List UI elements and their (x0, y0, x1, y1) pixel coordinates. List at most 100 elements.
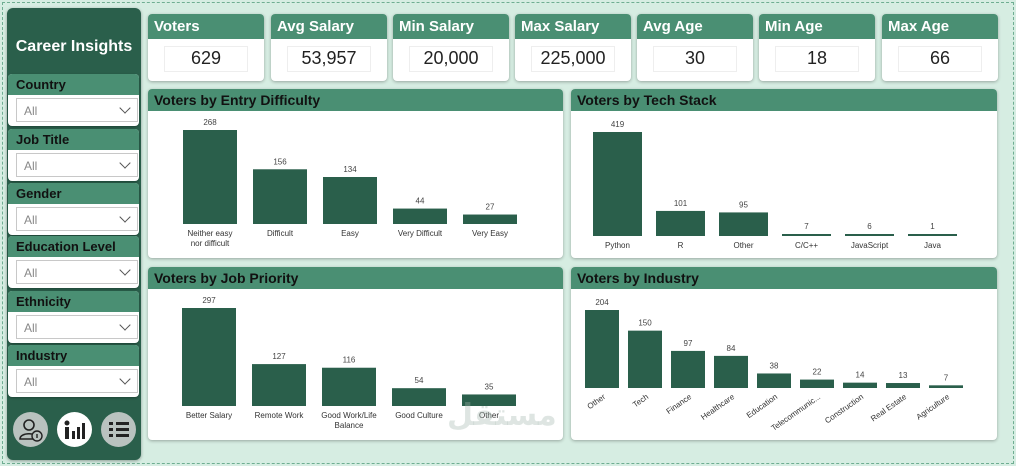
data-label: 54 (415, 376, 424, 385)
user-info-icon (18, 418, 43, 442)
kpi-min-salary: Min Salary 20,000 (393, 14, 509, 81)
bar[interactable] (656, 210, 705, 236)
slicer-gender: Gender All (8, 183, 139, 235)
data-label: 84 (727, 344, 736, 353)
dropdown-value: All (24, 159, 38, 173)
bar[interactable] (463, 214, 517, 224)
job-title-dropdown[interactable]: All (16, 153, 138, 177)
slicer-label: Country (8, 74, 139, 95)
slicer-label: Education Level (8, 236, 139, 257)
data-label: 204 (595, 298, 609, 307)
dropdown-value: All (24, 104, 38, 118)
entry-difficulty-bar-chart: 268 Neither easy nor difficult 156 Difficult… (183, 118, 517, 248)
bar[interactable] (929, 385, 963, 388)
bar[interactable] (393, 208, 447, 224)
category-label: Very Difficult (398, 229, 443, 238)
watermark: مستقل (447, 399, 557, 432)
kpi-value: 629 (190, 48, 222, 68)
chart-tech-stack: Voters by Tech Stack 419 Python 101 R 95 Othe… (571, 89, 997, 258)
kpi-min-age: Min Age 18 (759, 14, 875, 81)
kpi-label: Min Age (759, 14, 875, 39)
kpi-label: Avg Age (637, 14, 753, 39)
chevron-down-icon (119, 373, 131, 385)
chart-title: Voters by Job Priority (148, 267, 563, 289)
bar[interactable] (182, 308, 236, 406)
category-label: Construction (823, 392, 865, 425)
kpi-value: 53,957 (301, 48, 357, 68)
kpi-avg-salary: Avg Salary 53,957 (271, 14, 387, 81)
bar[interactable] (782, 234, 831, 236)
kpi-avg-age: Avg Age 30 (637, 14, 753, 81)
kpi-value: 18 (806, 48, 828, 68)
data-label: 116 (343, 356, 356, 365)
data-label: 150 (638, 319, 652, 328)
dropdown-value: All (24, 213, 38, 227)
bar[interactable] (843, 382, 877, 388)
kpi-max-salary: Max Salary 225,000 (515, 14, 631, 81)
list-filter-icon (108, 421, 129, 437)
filter-list-button[interactable] (101, 412, 136, 447)
bar[interactable] (671, 350, 705, 388)
category-label: Education (745, 392, 779, 420)
bar[interactable] (628, 330, 662, 388)
bar[interactable] (462, 394, 516, 406)
category-label: C/C++ (795, 241, 818, 250)
analytics-page-button[interactable] (57, 412, 92, 447)
category-label: Tech (631, 392, 650, 409)
user-info-button[interactable] (13, 412, 48, 447)
chevron-down-icon (119, 211, 131, 223)
bar[interactable] (322, 367, 376, 406)
gender-dropdown[interactable]: All (16, 207, 138, 231)
kpi-box (287, 46, 371, 72)
kpi-box (653, 46, 737, 72)
category-label: Other (733, 241, 753, 250)
data-label: 297 (202, 296, 216, 305)
data-label: 44 (416, 197, 425, 206)
slicer-ethnicity: Ethnicity All (8, 291, 139, 343)
industry-dropdown[interactable]: All (16, 369, 138, 393)
bar[interactable] (593, 132, 642, 236)
bar[interactable] (323, 177, 377, 224)
category-label: JavaScript (851, 241, 889, 250)
data-label: 13 (899, 371, 908, 380)
education-level-dropdown[interactable]: All (16, 260, 138, 284)
bar[interactable] (845, 234, 894, 236)
bar[interactable] (719, 212, 768, 236)
kpi-box (531, 46, 615, 72)
data-label: 35 (485, 382, 494, 391)
bar[interactable] (800, 379, 834, 388)
slicer-label: Job Title (8, 129, 139, 150)
dropdown-value: All (24, 375, 38, 389)
slicer-label: Industry (8, 345, 139, 366)
bar[interactable] (392, 388, 446, 406)
data-label: 127 (272, 352, 286, 361)
bar[interactable] (757, 373, 791, 388)
slicer-industry: Industry All (8, 345, 139, 397)
data-label: 6 (867, 222, 872, 231)
category-label: R (678, 241, 684, 250)
job-priority-bar-chart: 297 Better Salary 127 Remote Work 116 Good Wo… (182, 296, 516, 430)
bar[interactable] (183, 130, 237, 224)
data-label: 38 (770, 361, 779, 370)
category-label: Other (586, 392, 608, 411)
kpi-label: Max Salary (515, 14, 631, 39)
bar[interactable] (252, 364, 306, 406)
category-label: Good Work/Life Balance (321, 411, 377, 430)
category-label: Better Salary (186, 411, 232, 420)
bar[interactable] (253, 169, 307, 224)
bar[interactable] (714, 355, 748, 388)
data-label: 27 (486, 203, 495, 212)
data-label: 95 (739, 200, 748, 209)
ethnicity-dropdown[interactable]: All (16, 315, 138, 339)
category-label: Agriculture (915, 392, 952, 422)
country-dropdown[interactable]: All (16, 98, 138, 122)
bar[interactable] (585, 310, 619, 388)
kpi-value: 30 (684, 48, 706, 68)
chevron-down-icon (119, 319, 131, 331)
chevron-down-icon (119, 157, 131, 169)
kpi-value: 66 (929, 48, 951, 68)
bar[interactable] (908, 234, 957, 236)
bar[interactable] (886, 383, 920, 388)
kpi-box (164, 46, 248, 72)
category-label: Difficult (267, 229, 294, 238)
